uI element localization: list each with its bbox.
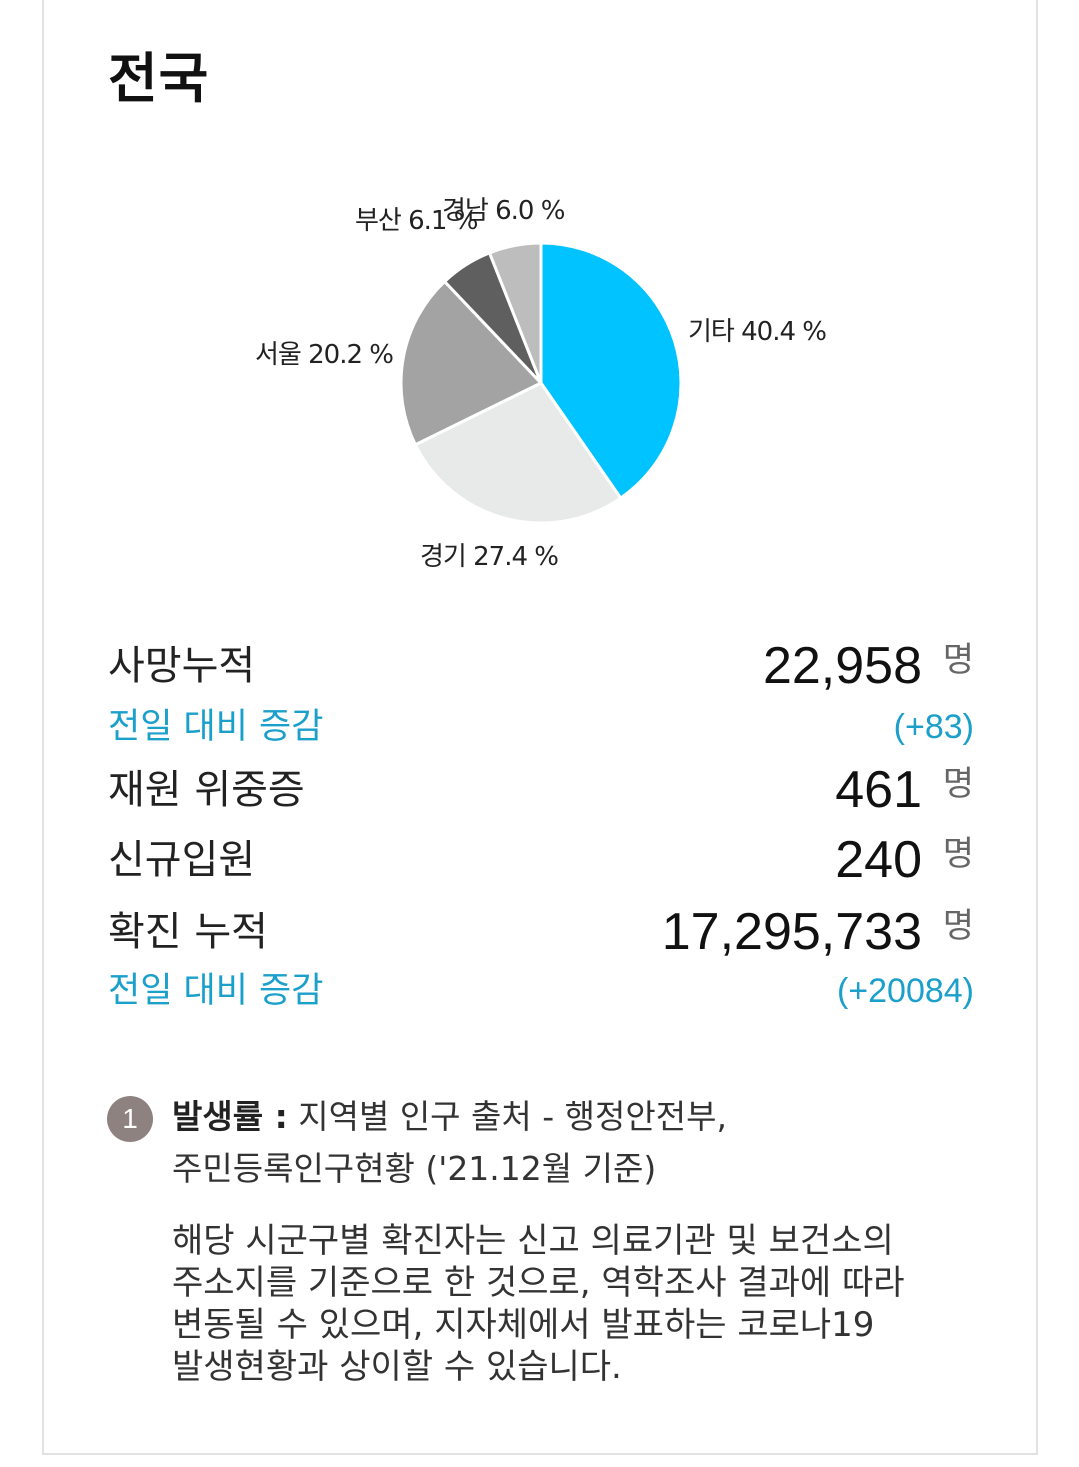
pie-slice-3 bbox=[399, 279, 543, 447]
page-title: 전국 bbox=[108, 47, 210, 110]
region-pie-chart: 기타 40.4 % 경기 27.4 % 서울 20.2 % 부산 6.1 %경남 6.… bbox=[255, 196, 827, 572]
confirmed-diff-label: 전일 대비 증감 bbox=[108, 971, 324, 1011]
critical-value: 461 bbox=[835, 761, 922, 819]
pie-slice-5 bbox=[488, 241, 543, 385]
note-number-badge: 1 bbox=[107, 1096, 153, 1142]
note-desc-line: 발생현황과 상이할 수 있습니다. bbox=[172, 1347, 622, 1387]
pie-label-4: 부산 6.1 % bbox=[355, 206, 478, 236]
critical-row: 재원 위중증 461 명 bbox=[108, 760, 974, 820]
confirmed-unit: 명 bbox=[942, 906, 974, 946]
admitted-label: 신규입원 bbox=[108, 837, 256, 883]
confirmed-row: 확진 누적 17,295,733 명 bbox=[108, 902, 974, 962]
deaths-diff-row: 전일 대비 증감 (+83) bbox=[108, 702, 974, 752]
deaths-label: 사망누적 bbox=[108, 643, 256, 689]
deaths-value: 22,958 bbox=[762, 637, 922, 695]
confirmed-diff-row: 전일 대비 증감 (+20084) bbox=[108, 966, 974, 1016]
critical-label: 재원 위중증 bbox=[108, 767, 305, 813]
confirmed-diff-value: (+20084) bbox=[836, 972, 974, 1010]
admitted-unit: 명 bbox=[942, 834, 974, 874]
deaths-row: 사망누적 22,958 명 bbox=[108, 636, 974, 696]
deaths-diff-label: 전일 대비 증감 bbox=[108, 707, 324, 747]
pie-label-3: 서울 20.2 % bbox=[255, 340, 393, 370]
note-description: 해당 시군구별 확진자는 신고 의료기관 및 보건소의 주소지를 기준으로 한 … bbox=[172, 1220, 972, 1388]
pie-slice-2 bbox=[413, 381, 623, 525]
confirmed-value: 17,295,733 bbox=[661, 903, 922, 961]
admitted-value: 240 bbox=[835, 831, 922, 889]
pie-slice-1 bbox=[539, 241, 683, 500]
note-desc-line: 주소지를 기준으로 한 것으로, 역학조사 결과에 따라 bbox=[172, 1263, 905, 1303]
pie-label-2: 경기 27.4 % bbox=[420, 542, 558, 572]
admitted-row: 신규입원 240 명 bbox=[108, 830, 974, 890]
note-line-1: 발생률 : 지역별 인구 출처 - 행정안전부, bbox=[172, 1094, 727, 1140]
note-line-2: 주민등록인구현황 ('21.12월 기준) bbox=[172, 1149, 657, 1188]
pie-label-5: 경남 6.0 % bbox=[442, 196, 565, 226]
note-desc-line: 해당 시군구별 확진자는 신고 의료기관 및 보건소의 bbox=[172, 1221, 894, 1261]
deaths-unit: 명 bbox=[942, 640, 974, 680]
confirmed-label: 확진 누적 bbox=[108, 909, 268, 955]
note-desc-line: 변동될 수 있으며, 지자체에서 발표하는 코로나19 bbox=[172, 1305, 875, 1345]
note-source-text: 지역별 인구 출처 - 행정안전부, bbox=[287, 1097, 727, 1136]
critical-unit: 명 bbox=[942, 764, 974, 804]
deaths-diff-value: (+83) bbox=[893, 708, 974, 746]
note-bold-label: 발생률 : bbox=[172, 1097, 288, 1136]
pie-label-1: 기타 40.4 % bbox=[688, 317, 826, 347]
